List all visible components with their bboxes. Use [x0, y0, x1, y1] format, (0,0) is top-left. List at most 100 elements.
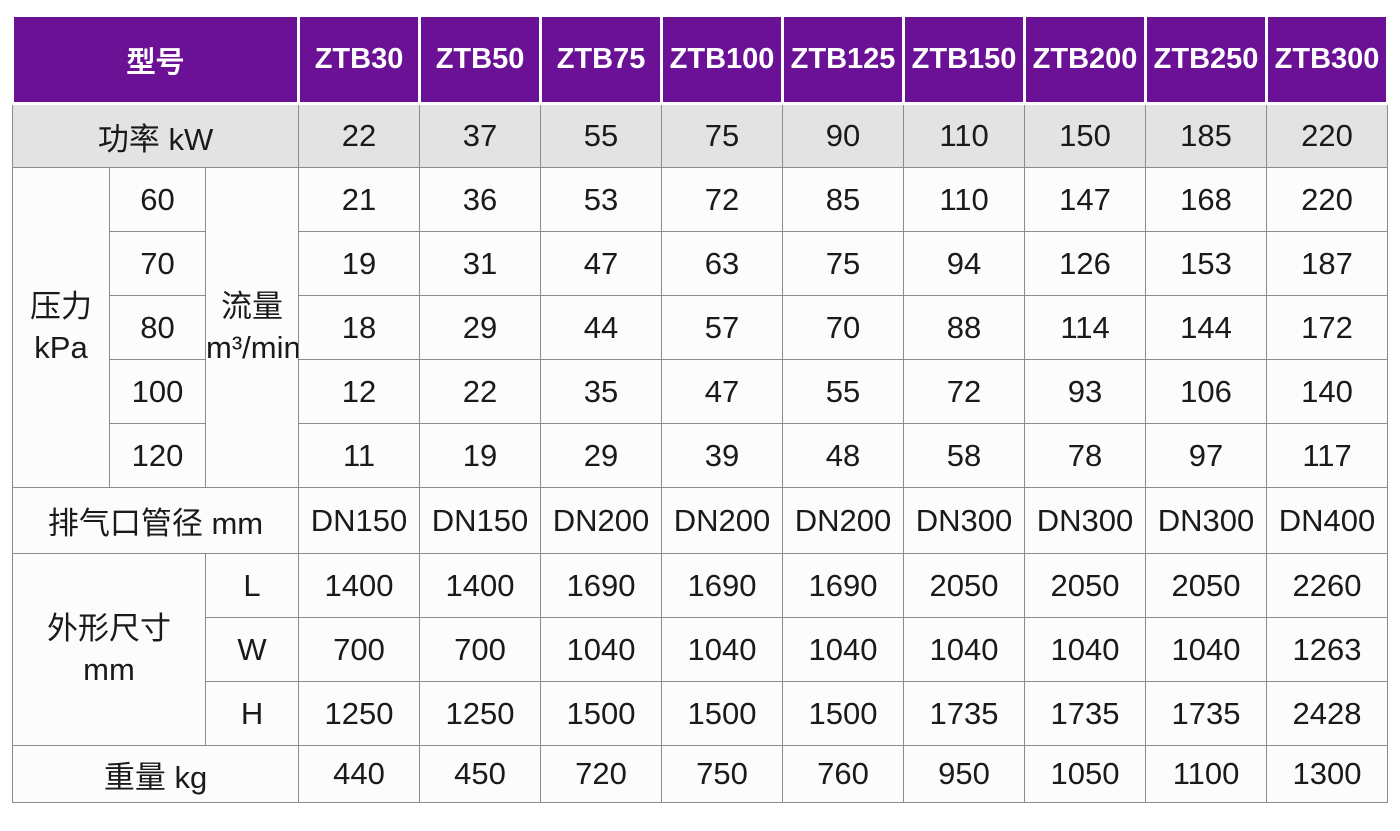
power-row: 功率 kW 22 37 55 75 90 110 150 185 220 — [11, 103, 1389, 168]
dimension-value-cell: 1400 — [298, 553, 421, 618]
weight-value-cell: 760 — [782, 745, 905, 803]
pressure-value-cell: 70 — [109, 231, 206, 296]
flow-value-cell: 35 — [540, 359, 663, 424]
weight-value-cell: 1300 — [1266, 745, 1389, 803]
power-value-cell: 55 — [540, 103, 663, 168]
dimension-value-cell: 1735 — [1145, 681, 1268, 746]
model-header-cell: ZTB250 — [1144, 14, 1269, 105]
dimension-value-cell: 1690 — [540, 553, 663, 618]
pressure-value-cell: 120 — [109, 423, 206, 488]
power-value-cell: 90 — [782, 103, 905, 168]
pressure-value-cell: 80 — [109, 295, 206, 360]
weight-row: 重量 kg 440 450 720 750 760 950 1050 1100 … — [11, 745, 1389, 803]
dimension-value-cell: 1500 — [540, 681, 663, 746]
dimension-value-cell: 1263 — [1266, 617, 1389, 682]
flow-value-cell: 93 — [1024, 359, 1147, 424]
flow-value-cell: 75 — [782, 231, 905, 296]
flow-row-60: 压力 kPa 60 流量 m³/min 21 36 53 72 85 110 1… — [12, 167, 1389, 488]
flow-value-cell: 63 — [661, 231, 784, 296]
dimension-value-cell: 1250 — [419, 681, 542, 746]
model-label-cell: 型号 — [10, 14, 301, 105]
outlet-value-cell: DN300 — [1024, 487, 1147, 554]
flow-value-cell: 47 — [661, 359, 784, 424]
dimension-value-cell: 1690 — [782, 553, 905, 618]
outlet-value-cell: DN300 — [903, 487, 1026, 554]
flow-value-cell: 53 — [540, 167, 663, 232]
flow-value-cell: 168 — [1145, 167, 1268, 232]
flow-value-cell: 220 — [1266, 167, 1389, 232]
dimension-value-cell: 1040 — [540, 617, 663, 682]
dimension-value-cell: 1735 — [903, 681, 1026, 746]
flow-row-80: 80 18 29 44 57 70 88 114 144 172 — [13, 295, 1389, 360]
flow-value-cell: 114 — [1024, 295, 1147, 360]
spec-table: 型号 ZTB30 ZTB50 ZTB75 ZTB100 ZTB125 ZTB15… — [10, 14, 1390, 803]
dimension-value-cell: 2260 — [1266, 553, 1389, 618]
model-header-cell: ZTB300 — [1265, 14, 1390, 105]
dimension-value-cell: 1500 — [661, 681, 784, 746]
flow-value-cell: 106 — [1145, 359, 1268, 424]
dimension-row-H: H 1250 1250 1500 1500 1500 1735 1735 173… — [13, 681, 1389, 746]
power-value-cell: 37 — [419, 103, 542, 168]
outlet-value-cell: DN150 — [419, 487, 542, 554]
flow-value-cell: 72 — [661, 167, 784, 232]
model-header-cell: ZTB50 — [418, 14, 543, 105]
power-label-cell: 功率 kW — [11, 103, 300, 168]
outlet-value-cell: DN200 — [782, 487, 905, 554]
weight-value-cell: 950 — [903, 745, 1026, 803]
dimension-value-cell: 1250 — [298, 681, 421, 746]
dimension-key-cell: L — [204, 553, 300, 618]
flow-value-cell: 57 — [661, 295, 784, 360]
model-header-cell: ZTB125 — [781, 14, 906, 105]
flow-value-cell: 44 — [540, 295, 663, 360]
flow-value-cell: 144 — [1145, 295, 1268, 360]
dimension-key-cell: H — [204, 681, 300, 746]
flow-value-cell: 140 — [1266, 359, 1389, 424]
dimension-value-cell: 2428 — [1266, 681, 1389, 746]
outlet-value-cell: DN400 — [1266, 487, 1389, 554]
outlet-value-cell: DN200 — [661, 487, 784, 554]
model-header-cell: ZTB150 — [902, 14, 1027, 105]
dimension-value-cell: 1040 — [1145, 617, 1268, 682]
flow-value-cell: 58 — [903, 423, 1026, 488]
model-header-cell: ZTB100 — [660, 14, 785, 105]
dimension-value-cell: 1040 — [1024, 617, 1147, 682]
flow-value-cell: 36 — [419, 167, 542, 232]
pressure-label-cell: 压力 kPa — [12, 167, 110, 488]
outlet-value-cell: DN200 — [540, 487, 663, 554]
flow-value-cell: 85 — [782, 167, 905, 232]
dimension-value-cell: 1735 — [1024, 681, 1147, 746]
dimension-value-cell: 1400 — [419, 553, 542, 618]
flow-value-cell: 19 — [298, 231, 421, 296]
flow-row-70: 70 19 31 47 63 75 94 126 153 187 — [13, 231, 1389, 296]
dimension-value-cell: 1040 — [661, 617, 784, 682]
dimension-row-L: 外形尺寸 mm L 1400 1400 1690 1690 1690 2050 … — [12, 553, 1389, 746]
flow-value-cell: 187 — [1266, 231, 1389, 296]
flow-value-cell: 47 — [540, 231, 663, 296]
flow-value-cell: 72 — [903, 359, 1026, 424]
header-row: 型号 ZTB30 ZTB50 ZTB75 ZTB100 ZTB125 ZTB15… — [10, 14, 1390, 105]
weight-label-cell: 重量 kg — [11, 745, 300, 803]
model-header-cell: ZTB200 — [1023, 14, 1148, 105]
flow-value-cell: 147 — [1024, 167, 1147, 232]
power-value-cell: 220 — [1266, 103, 1389, 168]
dimension-value-cell: 2050 — [1145, 553, 1268, 618]
weight-value-cell: 750 — [661, 745, 784, 803]
flow-value-cell: 97 — [1145, 423, 1268, 488]
dimension-value-cell: 1040 — [903, 617, 1026, 682]
flow-value-cell: 117 — [1266, 423, 1389, 488]
flow-label-cell: 流量 m³/min — [204, 167, 300, 488]
flow-value-cell: 78 — [1024, 423, 1147, 488]
flow-value-cell: 153 — [1145, 231, 1268, 296]
flow-value-cell: 70 — [782, 295, 905, 360]
weight-value-cell: 1050 — [1024, 745, 1147, 803]
outlet-row: 排气口管径 mm DN150 DN150 DN200 DN200 DN200 D… — [11, 487, 1389, 554]
model-header-cell: ZTB75 — [539, 14, 664, 105]
outlet-value-cell: DN300 — [1145, 487, 1268, 554]
flow-value-cell: 126 — [1024, 231, 1147, 296]
flow-value-cell: 11 — [298, 423, 421, 488]
flow-value-cell: 48 — [782, 423, 905, 488]
flow-value-cell: 19 — [419, 423, 542, 488]
flow-value-cell: 22 — [419, 359, 542, 424]
flow-value-cell: 29 — [540, 423, 663, 488]
